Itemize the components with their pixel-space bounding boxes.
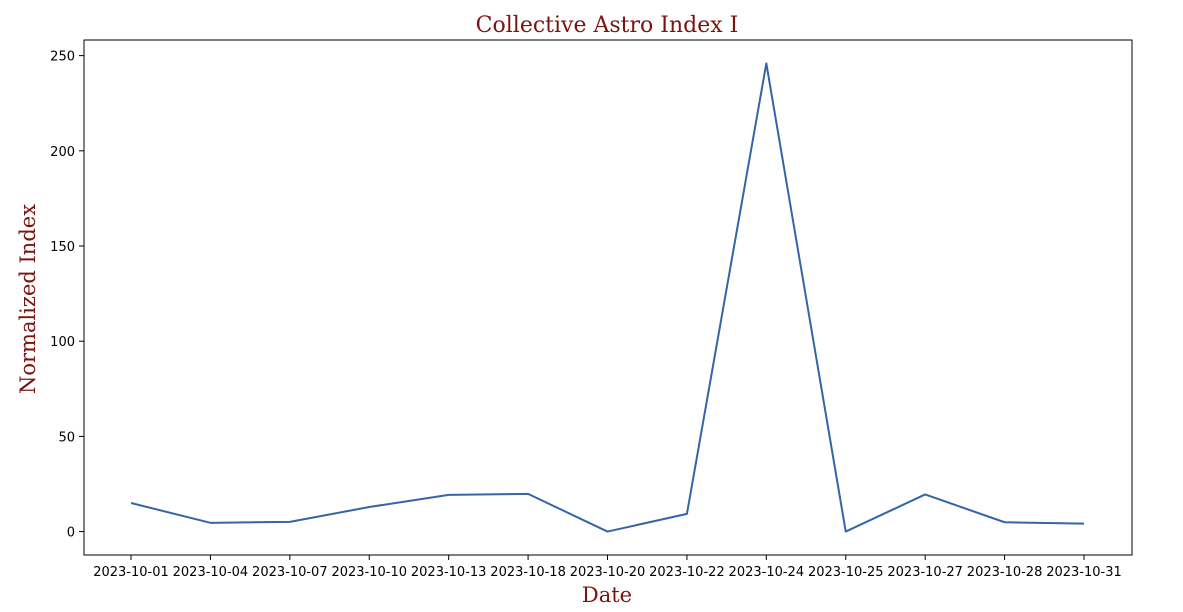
x-tick-label: 2023-10-13	[411, 565, 487, 580]
y-tick-label: 200	[50, 145, 75, 160]
x-axis-title: Date	[582, 583, 632, 607]
x-tick-label: 2023-10-27	[887, 565, 963, 580]
x-tick-label: 2023-10-31	[1046, 565, 1122, 580]
x-tick-label: 2023-10-07	[252, 565, 328, 580]
y-axis: 0 50 100 150 200 250	[50, 50, 84, 541]
y-tick-label: 0	[67, 526, 75, 541]
x-tick-label: 2023-10-01	[93, 565, 169, 580]
chart-title: Collective Astro Index I	[476, 13, 739, 38]
x-tick-label: 2023-10-18	[490, 565, 566, 580]
x-tick-label: 2023-10-28	[967, 565, 1043, 580]
x-tick-label: 2023-10-25	[808, 565, 884, 580]
y-tick-label: 150	[50, 240, 75, 255]
x-axis: 2023-10-01 2023-10-04 2023-10-07 2023-10-10…	[93, 555, 1122, 580]
y-tick-label: 250	[50, 50, 75, 65]
x-tick-label: 2023-10-20	[570, 565, 646, 580]
series-layer	[130, 62, 1085, 533]
y-tick-label: 50	[58, 430, 75, 445]
x-tick-label: 2023-10-22	[649, 565, 725, 580]
x-tick-label: 2023-10-04	[173, 565, 249, 580]
series-line	[130, 62, 1085, 533]
y-axis-title: Normalized Index	[16, 204, 40, 394]
x-tick-label: 2023-10-10	[331, 565, 407, 580]
x-tick-label: 2023-10-24	[729, 565, 805, 580]
y-tick-label: 100	[50, 335, 75, 350]
